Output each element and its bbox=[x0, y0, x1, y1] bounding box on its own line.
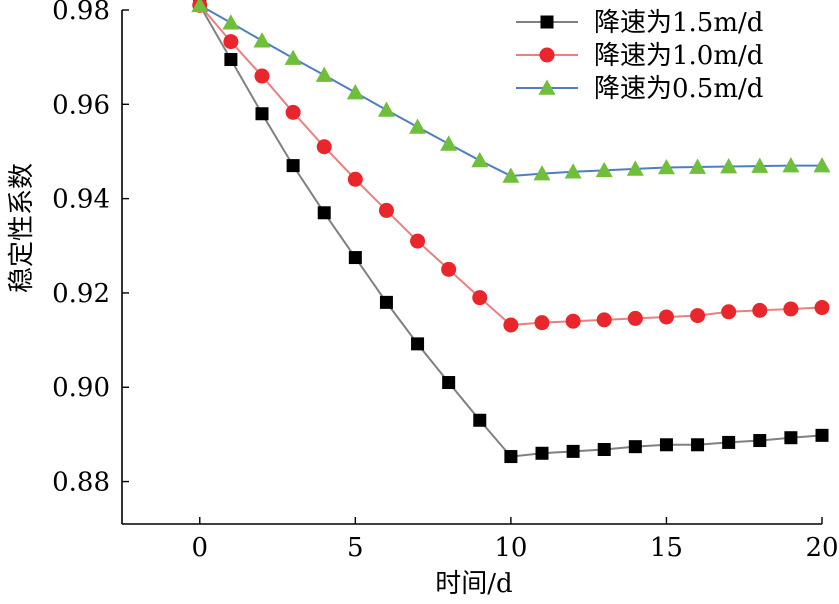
data-point-1 bbox=[627, 310, 643, 326]
data-point-0 bbox=[504, 450, 518, 464]
data-point-1 bbox=[378, 202, 394, 218]
data-point-0 bbox=[442, 376, 456, 390]
data-point-2 bbox=[782, 157, 800, 173]
data-point-0 bbox=[815, 428, 829, 442]
data-point-2 bbox=[191, 0, 209, 13]
data-point-2 bbox=[409, 118, 427, 134]
x-tick-label: 5 bbox=[347, 533, 364, 563]
data-point-2 bbox=[222, 14, 240, 30]
data-point-1 bbox=[814, 300, 830, 316]
axes bbox=[121, 10, 822, 525]
data-point-0 bbox=[566, 444, 580, 458]
y-tick-label: 0.88 bbox=[52, 468, 110, 498]
data-point-2 bbox=[813, 157, 831, 173]
data-point-1 bbox=[285, 104, 301, 120]
data-point-2 bbox=[502, 167, 520, 183]
y-tick-label: 0.98 bbox=[52, 0, 110, 26]
legend-label-2: 降速为0.5m/d bbox=[594, 74, 763, 104]
data-point-1 bbox=[534, 315, 550, 331]
ticks: 0 5 10 15 20 0.88 0.90 0.92 0.94 0.96 0.98 bbox=[52, 0, 838, 563]
data-point-1 bbox=[752, 302, 768, 318]
data-point-1 bbox=[503, 317, 519, 333]
series-line-0 bbox=[198, 4, 823, 458]
data-point-0 bbox=[473, 413, 487, 427]
data-point-1 bbox=[565, 313, 581, 329]
data-point-1 bbox=[441, 261, 457, 277]
data-point-2 bbox=[315, 66, 333, 82]
data-point-1 bbox=[410, 233, 426, 249]
data-point-1 bbox=[596, 312, 612, 328]
series-lines bbox=[198, 4, 823, 458]
data-point-0 bbox=[535, 446, 549, 460]
y-axis-label: 稳定性系数 bbox=[7, 163, 37, 293]
data-point-1 bbox=[254, 68, 270, 84]
data-point-0 bbox=[753, 434, 767, 448]
data-point-2 bbox=[595, 161, 613, 178]
data-point-0 bbox=[317, 206, 331, 220]
data-point-2 bbox=[440, 135, 458, 151]
legend-label-0: 降速为1.5m/d bbox=[594, 8, 763, 38]
data-point-2 bbox=[253, 32, 271, 48]
data-point-2 bbox=[564, 163, 582, 179]
legend-marker-2 bbox=[538, 79, 556, 95]
y-tick-label: 0.96 bbox=[52, 90, 110, 120]
x-tick-label: 10 bbox=[494, 533, 527, 563]
data-point-2 bbox=[377, 101, 395, 117]
data-point-0 bbox=[628, 440, 642, 454]
x-tick-label: 0 bbox=[192, 533, 209, 563]
data-point-0 bbox=[691, 438, 705, 452]
x-axis-label: 时间/d bbox=[435, 569, 512, 599]
y-tick-label: 0.92 bbox=[52, 279, 110, 309]
legend-label-1: 降速为1.0m/d bbox=[594, 41, 763, 71]
data-point-2 bbox=[689, 158, 707, 174]
data-point-0 bbox=[286, 159, 300, 173]
data-point-0 bbox=[722, 435, 736, 449]
data-point-0 bbox=[348, 251, 362, 265]
data-point-2 bbox=[284, 49, 302, 65]
data-point-1 bbox=[658, 309, 674, 325]
data-point-2 bbox=[346, 84, 364, 100]
data-point-0 bbox=[224, 53, 238, 67]
data-point-0 bbox=[255, 107, 269, 121]
legend-marker-1 bbox=[539, 47, 555, 63]
data-point-1 bbox=[721, 304, 737, 320]
data-point-1 bbox=[783, 301, 799, 317]
data-point-2 bbox=[657, 159, 675, 175]
data-point-1 bbox=[347, 171, 363, 187]
data-point-1 bbox=[472, 290, 488, 306]
data-point-2 bbox=[533, 165, 551, 181]
data-point-1 bbox=[316, 139, 332, 155]
data-point-0 bbox=[659, 438, 673, 452]
x-tick-label: 20 bbox=[805, 533, 838, 563]
data-point-1 bbox=[223, 34, 239, 50]
data-point-2 bbox=[626, 160, 644, 176]
series-markers bbox=[191, 0, 831, 464]
data-point-0 bbox=[411, 337, 425, 351]
x-tick-label: 15 bbox=[650, 533, 683, 563]
data-point-0 bbox=[379, 295, 393, 309]
data-point-2 bbox=[471, 151, 489, 168]
data-point-0 bbox=[597, 442, 611, 456]
y-tick-label: 0.90 bbox=[52, 373, 110, 403]
y-tick-label: 0.94 bbox=[52, 185, 110, 215]
legend-marker-0 bbox=[540, 15, 554, 29]
data-point-2 bbox=[720, 158, 738, 174]
data-point-0 bbox=[784, 431, 798, 445]
data-point-1 bbox=[690, 308, 706, 324]
data-point-2 bbox=[751, 157, 769, 173]
